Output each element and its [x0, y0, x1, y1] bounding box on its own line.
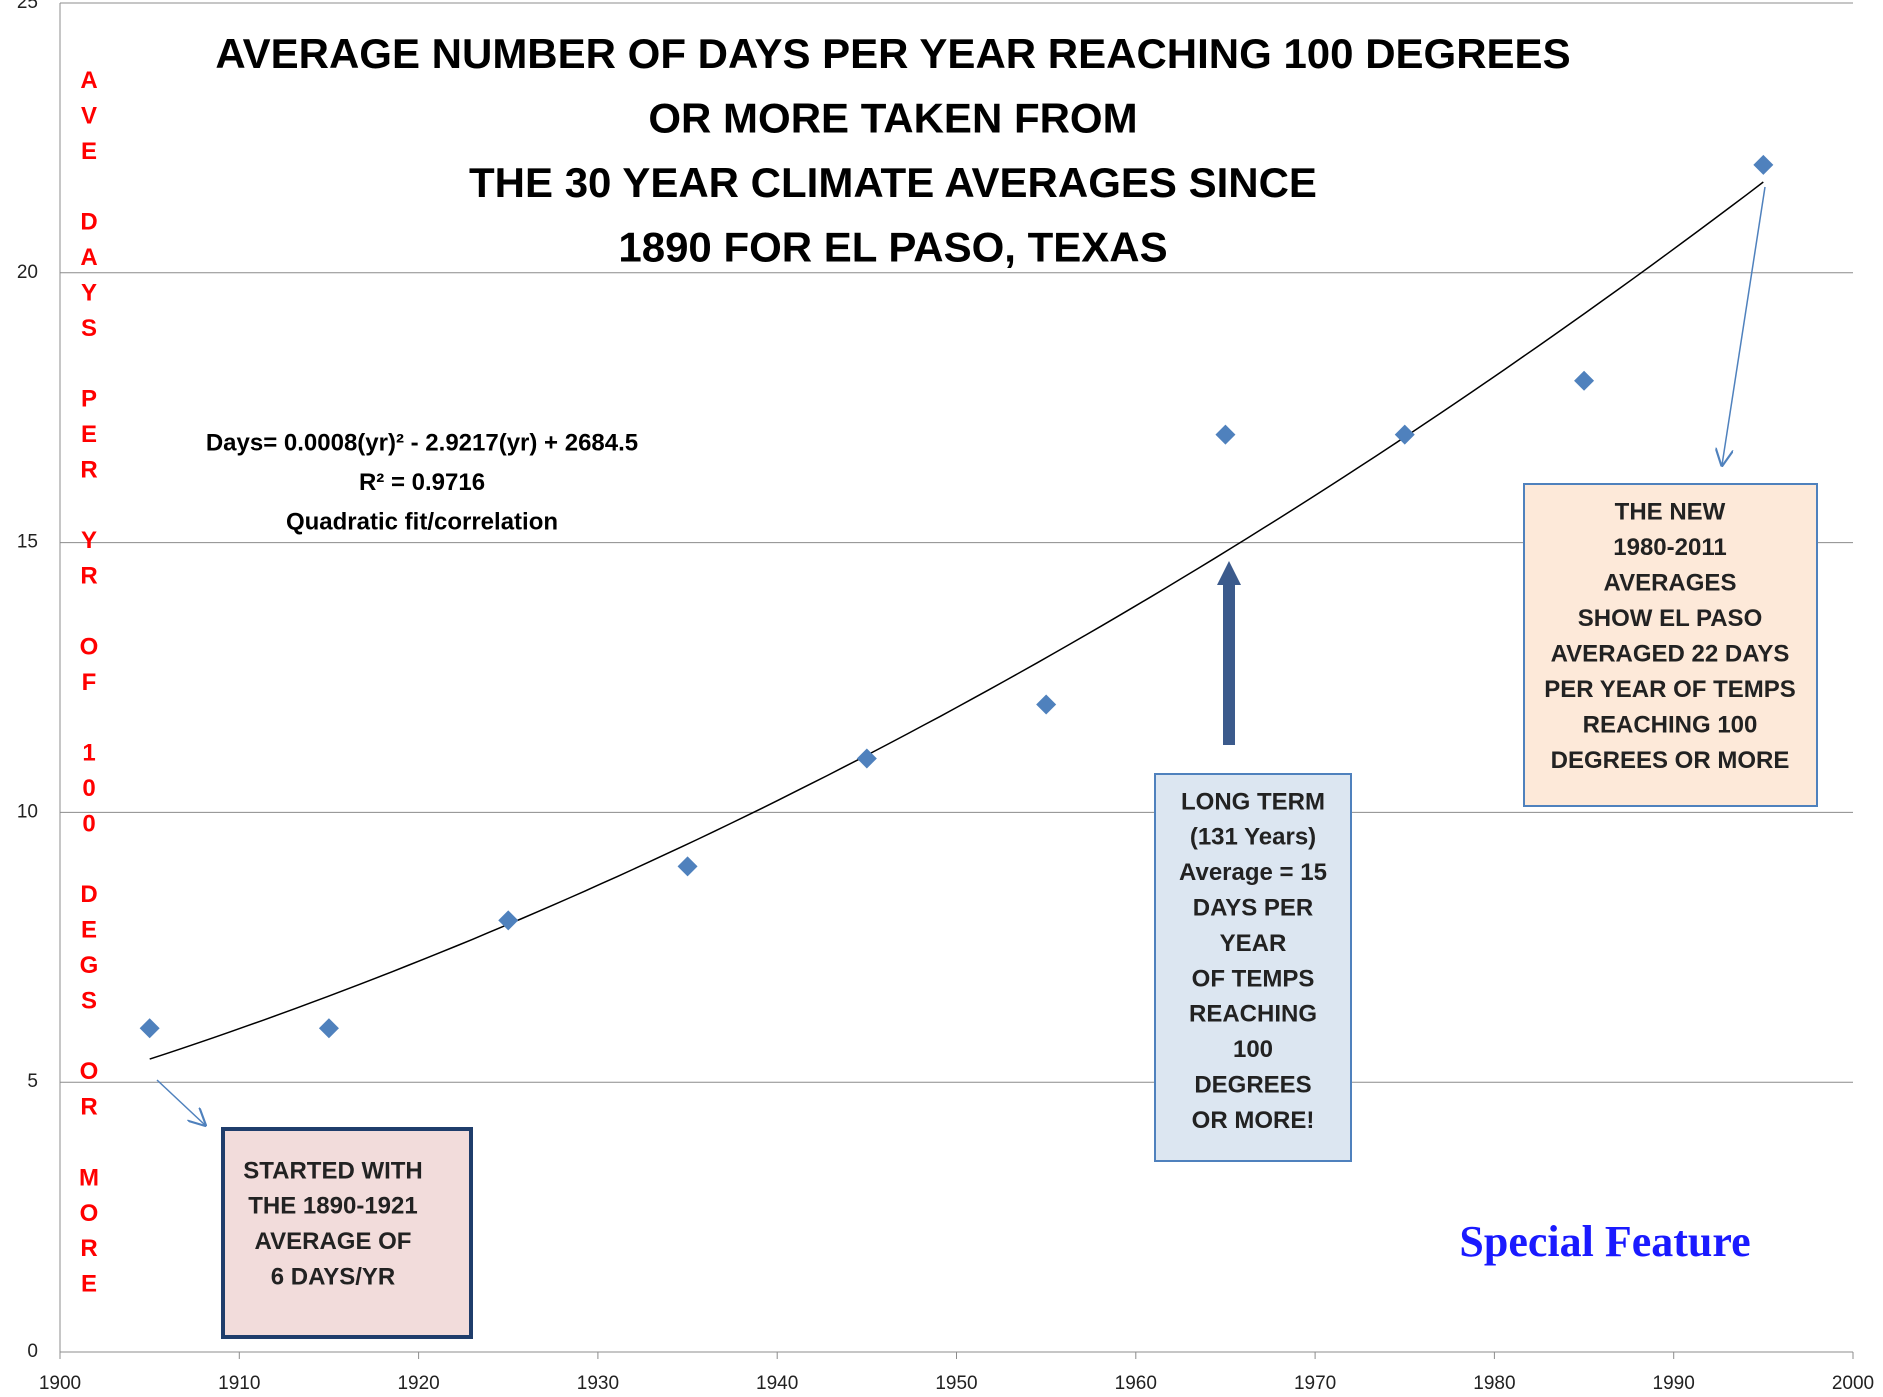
arrow — [156, 1079, 205, 1125]
x-tick-label: 2000 — [1832, 1373, 1874, 1394]
y-tick-label: 15 — [17, 532, 38, 553]
x-tick-label: 1980 — [1473, 1373, 1515, 1394]
annotation: PER YEAR OF TEMPS — [1544, 676, 1796, 703]
x-tick-label: 1900 — [39, 1373, 81, 1394]
equation: Quadratic fit/correlation — [286, 508, 558, 535]
x-tick-label: 1960 — [1115, 1373, 1157, 1394]
chart-title: OR MORE TAKEN FROM — [648, 95, 1137, 142]
y-tick-label: 20 — [17, 262, 38, 283]
data-point — [1574, 370, 1595, 391]
equation: Days= 0.0008(yr)² - 2.9217(yr) + 2684.5 — [206, 429, 638, 456]
data-point — [1215, 424, 1236, 445]
annotation: LONG TERM — [1181, 788, 1325, 815]
y-tick-label: 10 — [17, 801, 38, 822]
data-point — [498, 910, 519, 931]
annotation: 6 DAYS/YR — [271, 1264, 396, 1291]
annotation: REACHING 100 — [1583, 711, 1758, 738]
data-point — [1753, 154, 1774, 175]
annotation: THE NEW — [1615, 498, 1726, 525]
x-tick-label: 1910 — [218, 1373, 260, 1394]
data-point — [1394, 424, 1415, 445]
chart-title: THE 30 YEAR CLIMATE AVERAGES SINCE — [469, 159, 1317, 206]
annotation: AVERAGED 22 DAYS — [1551, 640, 1790, 667]
watermark: Special Feature — [1459, 1217, 1750, 1266]
y-tick-label: 25 — [17, 0, 38, 13]
x-tick-label: 1930 — [577, 1373, 619, 1394]
annotation: REACHING — [1189, 1001, 1317, 1028]
data-point — [1036, 694, 1057, 715]
chart-title: AVERAGE NUMBER OF DAYS PER YEAR REACHING… — [215, 30, 1570, 77]
x-tick-label: 1990 — [1653, 1373, 1695, 1394]
annotation: AVERAGE OF — [255, 1228, 412, 1255]
annotation: DEGREES — [1194, 1072, 1311, 1099]
annotation: OF TEMPS — [1192, 965, 1315, 992]
trendline — [149, 181, 1764, 1060]
x-tick-label: 1920 — [397, 1373, 439, 1394]
annotation: THE 1890-1921 — [248, 1193, 417, 1220]
y-tick-label: 5 — [27, 1071, 38, 1092]
annotation: SHOW EL PASO — [1578, 605, 1762, 632]
arrow — [1223, 585, 1235, 745]
arrow — [1217, 561, 1241, 585]
annotation: AVERAGES — [1604, 569, 1737, 596]
annotation: OR MORE! — [1192, 1107, 1315, 1134]
annotation: 100 — [1233, 1036, 1273, 1063]
chart-title: 1890 FOR EL PASO, TEXAS — [618, 224, 1167, 271]
x-tick-label: 1970 — [1294, 1373, 1336, 1394]
annotation-box — [1154, 773, 1352, 1162]
annotation: STARTED WITH — [243, 1157, 423, 1184]
equation: R² = 0.9716 — [359, 469, 485, 496]
annotation: (131 Years) — [1190, 824, 1316, 851]
arrow — [1722, 186, 1766, 465]
data-point — [139, 1018, 160, 1039]
data-point — [318, 1018, 339, 1039]
annotation: DEGREES OR MORE — [1551, 747, 1790, 774]
annotation: DAYS PER — [1193, 895, 1314, 922]
data-point — [677, 856, 698, 877]
data-point — [856, 748, 877, 769]
annotation: YEAR — [1220, 930, 1287, 957]
x-tick-label: 1940 — [756, 1373, 798, 1394]
annotation-box — [221, 1127, 473, 1339]
y-tick-label: 0 — [27, 1341, 38, 1362]
annotation-box — [1523, 483, 1818, 807]
x-tick-label: 1950 — [935, 1373, 977, 1394]
annotation: Average = 15 — [1179, 859, 1327, 886]
annotation: 1980-2011 — [1613, 534, 1726, 561]
